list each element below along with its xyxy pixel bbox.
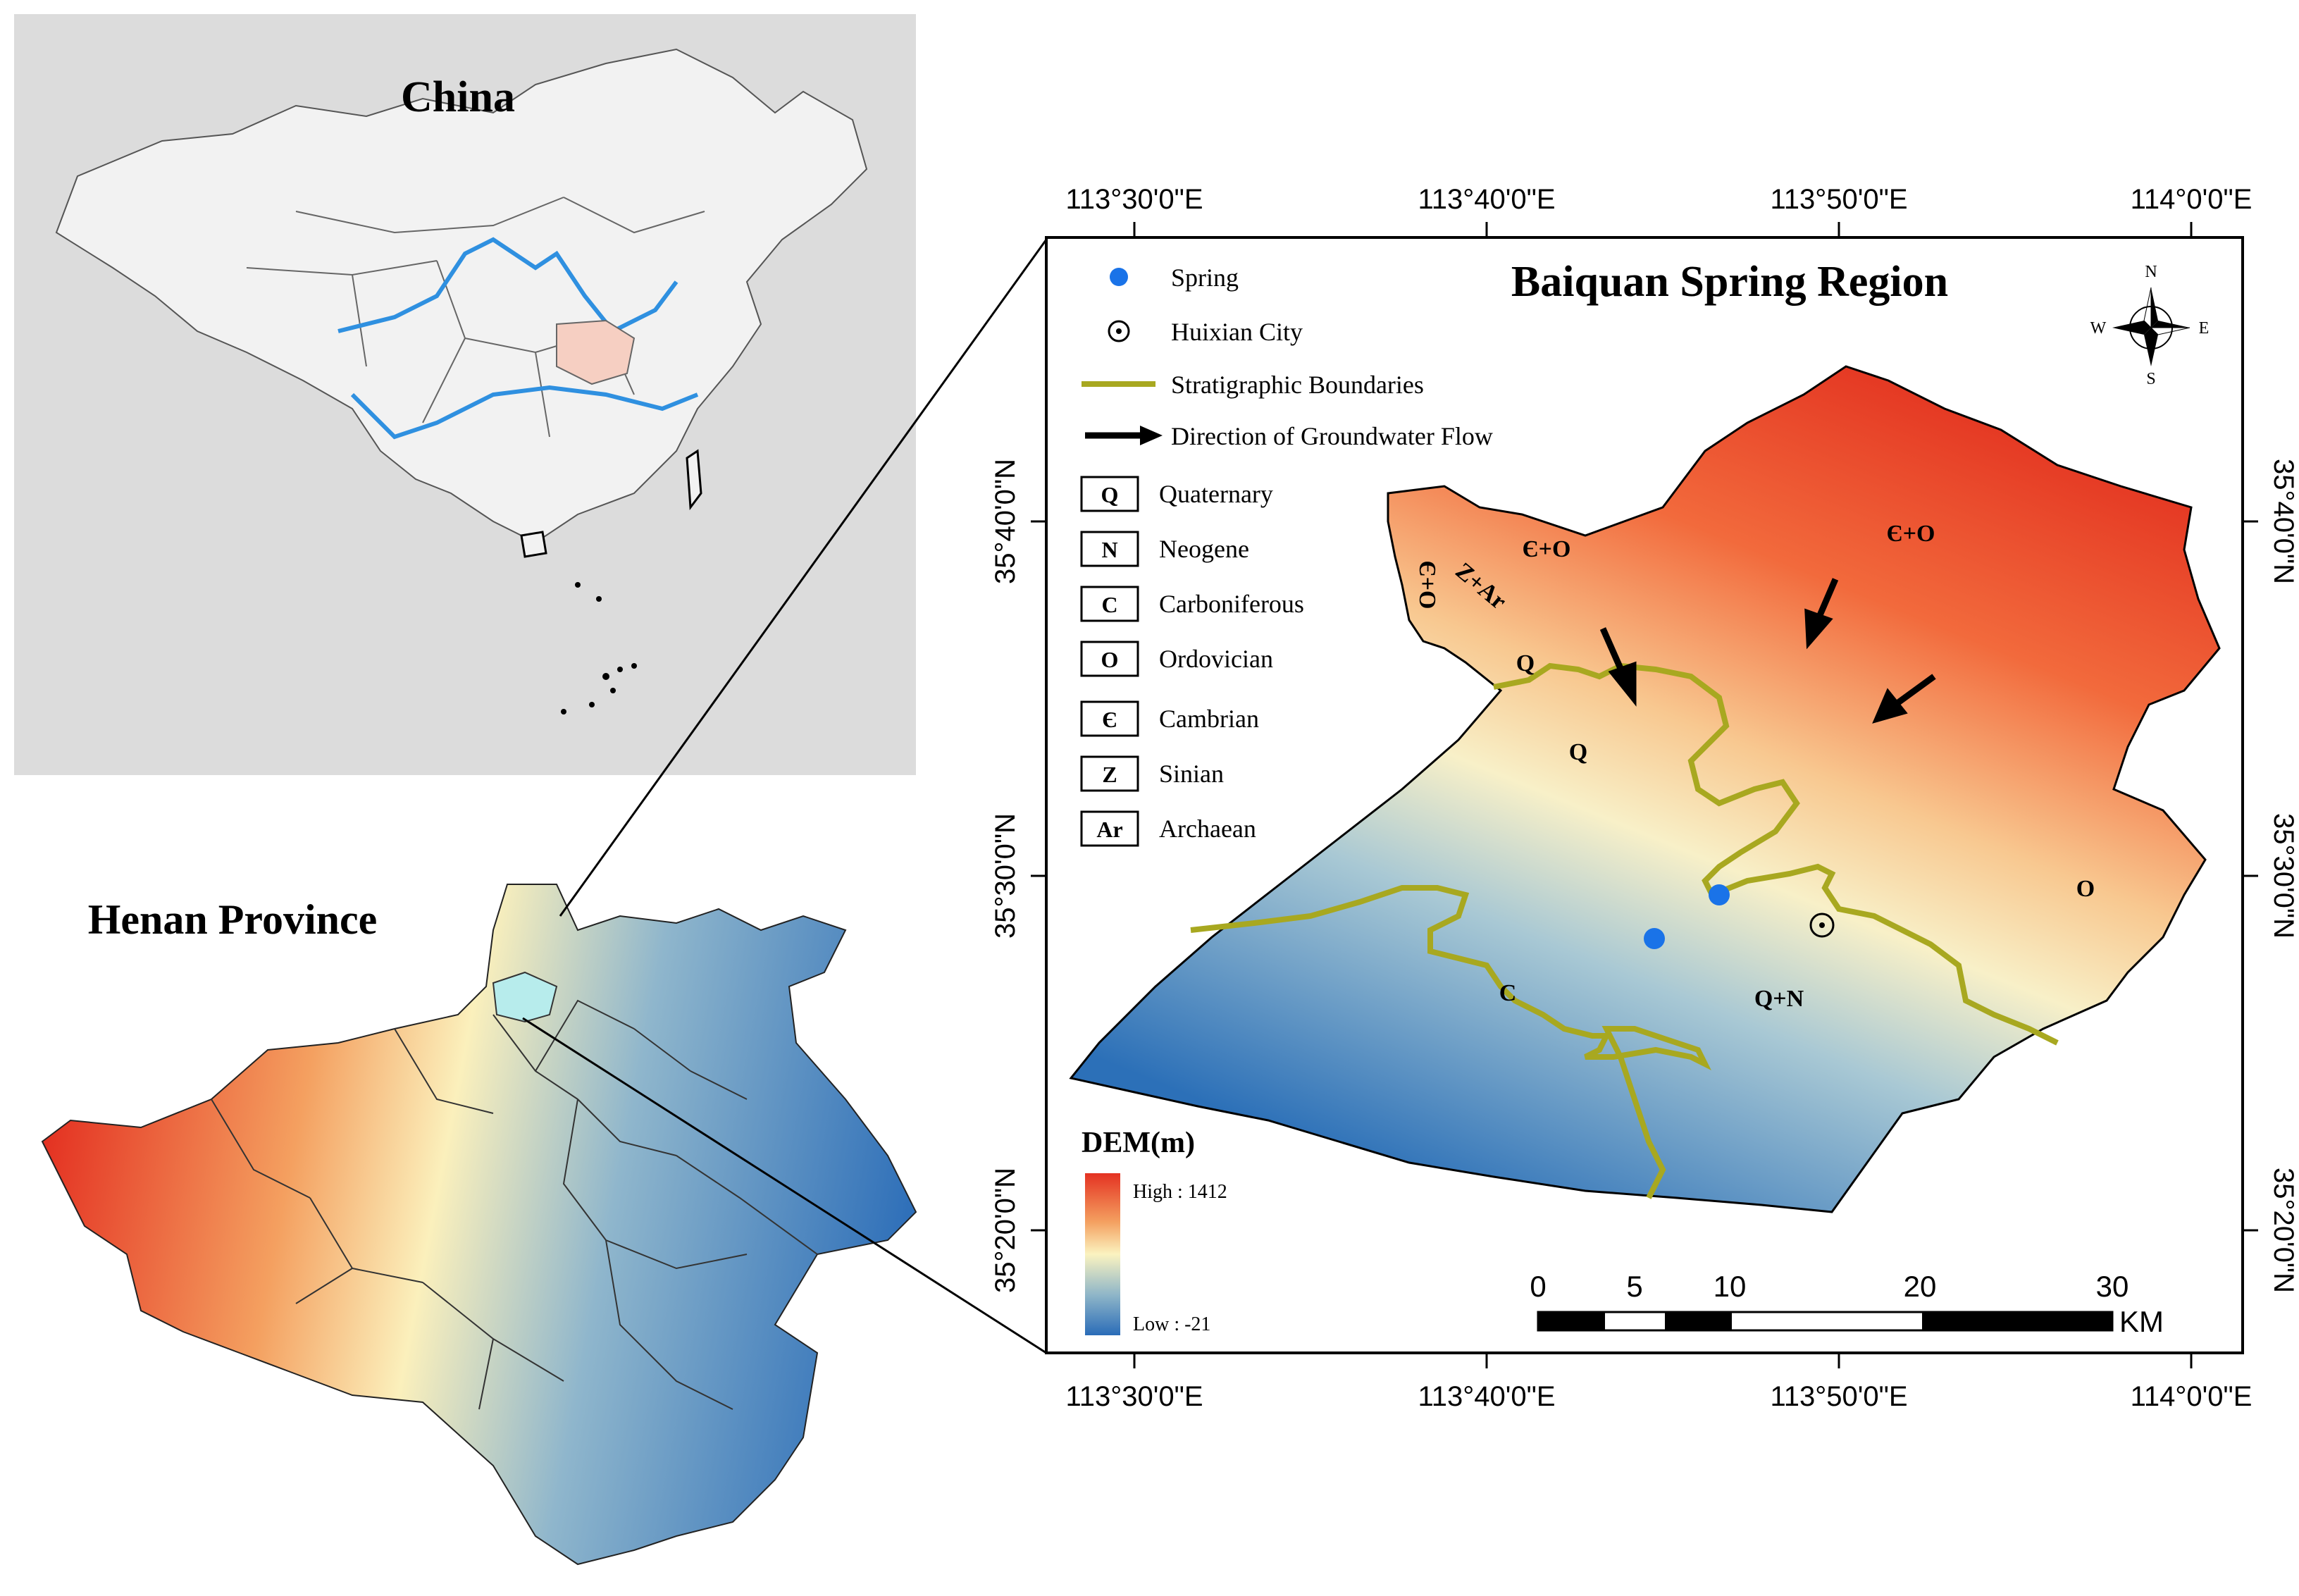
flow-arrow-head	[1608, 661, 1637, 707]
legend-spring-label: Spring	[1171, 264, 1239, 292]
flow-arrow	[1893, 674, 1936, 707]
top-tick-label: 113°50'0"E	[1770, 184, 1907, 215]
region-label-q-mid: Q	[1569, 739, 1587, 765]
henan-prefecture-lines	[211, 999, 818, 1410]
right-tick-label: 35°40'0"N	[2268, 459, 2299, 584]
compass-south: S	[2146, 370, 2155, 388]
dem-color-ramp	[1085, 1173, 1120, 1335]
compass-east: E	[2199, 319, 2210, 338]
flow-arrow-head	[1804, 608, 1833, 650]
hainan-island	[520, 531, 547, 558]
scale-label: 5	[1626, 1270, 1642, 1303]
study-area-highlight	[492, 971, 558, 1023]
groundwater-flow-arrows	[1599, 578, 1936, 724]
compass-north: N	[2145, 263, 2157, 281]
top-coordinate-ticks: 113°30'0"E 113°40'0"E 113°50'0"E 114°0'0…	[1065, 184, 2252, 237]
top-tick-label: 113°30'0"E	[1065, 184, 1203, 215]
right-tick-label: 35°20'0"N	[2268, 1168, 2299, 1293]
legend-stratum-code: Ar	[1096, 817, 1122, 842]
bottom-tick-label: 114°0'0"E	[2131, 1381, 2252, 1412]
legend-stratum-code: Z	[1102, 762, 1117, 787]
legend-stratum-name: Sinian	[1159, 760, 1224, 788]
spring-marker	[1709, 884, 1730, 905]
legend-stratum-code: Є	[1102, 707, 1117, 732]
china-land	[55, 48, 868, 544]
legend-flow-label: Direction of Groundwater Flow	[1171, 422, 1493, 450]
top-tick-label: 114°0'0"E	[2131, 184, 2252, 215]
china-map: China	[14, 14, 916, 775]
region-label-o: O	[2076, 876, 2095, 902]
legend-stratum-code: N	[1101, 537, 1117, 562]
region-label-co-side: Є+O	[1414, 561, 1440, 610]
legend-city-label: Huixian City	[1171, 318, 1303, 346]
south-china-sea-islands	[561, 582, 637, 715]
dem-legend-title: DEM(m)	[1082, 1127, 1195, 1159]
legend-stratum-name: Quaternary	[1159, 480, 1273, 508]
compass-west: W	[2090, 319, 2107, 338]
flow-arrow-head	[1872, 688, 1908, 724]
region-label-q-top: Q	[1516, 650, 1535, 676]
region-label-co-ne: Є+O	[1887, 521, 1935, 547]
bottom-tick-label: 113°50'0"E	[1770, 1381, 1907, 1412]
henan-title: Henan Province	[88, 896, 378, 943]
scale-label: 0	[1530, 1270, 1546, 1303]
henan-land	[41, 884, 917, 1566]
legend-stratum-code: Q	[1101, 482, 1119, 507]
legend-stratum-name: Ordovician	[1159, 645, 1273, 673]
scale-bar: 0 5 10 20 30 KM	[1530, 1270, 2164, 1338]
china-title: China	[401, 73, 515, 121]
legend-stratum-name: Cambrian	[1159, 705, 1259, 733]
main-map-title: Baiquan Spring Region	[1511, 258, 1948, 306]
study-region-dem	[1069, 365, 2221, 1213]
henan-highlight	[556, 319, 636, 385]
legend-stratum-code: C	[1101, 592, 1117, 617]
main-map: Є+O Є+O Z+Ar Є+O Q Q C Q+N O Baiquan Spr…	[990, 184, 2299, 1412]
map-legend: Spring Huixian City Stratigraphic Bounda…	[1080, 264, 1493, 847]
stratigraphic-boundaries	[1190, 662, 2059, 1199]
right-coordinate-ticks: 35°40'0"N 35°30'0"N 35°20'0"N	[2243, 459, 2299, 1293]
region-label-c: C	[1499, 980, 1517, 1006]
region-label-co-nw: Є+O	[1523, 536, 1571, 562]
left-tick-label: 35°20'0"N	[990, 1168, 1021, 1293]
scale-label: 20	[1904, 1270, 1937, 1303]
yellow-river	[337, 237, 678, 334]
dem-low-label: Low : -21	[1133, 1313, 1210, 1335]
bottom-coordinate-ticks: 113°30'0"E 113°40'0"E 113°50'0"E 114°0'0…	[1065, 1353, 2252, 1412]
inset-connector-lines	[522, 239, 1048, 1354]
yangtze-river	[350, 385, 699, 440]
scale-label: 30	[2096, 1270, 2129, 1303]
bottom-tick-label: 113°30'0"E	[1065, 1381, 1203, 1412]
compass-rose: N S E W	[2090, 263, 2210, 388]
right-tick-label: 35°30'0"N	[2268, 813, 2299, 939]
dem-high-label: High : 1412	[1133, 1181, 1227, 1203]
legend-stratum-name: Archaean	[1159, 815, 1256, 843]
legend-spring-icon	[1110, 268, 1128, 286]
legend-strata: Q Quaternary N Neogene C Carboniferous O…	[1080, 476, 1304, 847]
top-tick-label: 113°40'0"E	[1418, 184, 1555, 215]
region-label-qn: Q+N	[1754, 986, 1804, 1012]
flow-arrow	[1814, 578, 1839, 621]
huixian-city-marker	[1809, 913, 1835, 938]
legend-stratum-name: Carboniferous	[1159, 590, 1304, 618]
dem-legend: DEM(m) High : 1412 Low : -21	[1082, 1127, 1227, 1335]
scale-label: 10	[1714, 1270, 1747, 1303]
left-coordinate-ticks: 35°40'0"N 35°30'0"N 35°20'0"N	[990, 459, 1046, 1293]
legend-boundary-label: Stratigraphic Boundaries	[1171, 371, 1424, 399]
scale-unit: KM	[2119, 1305, 2164, 1338]
left-tick-label: 35°40'0"N	[990, 459, 1021, 584]
legend-stratum-name: Neogene	[1159, 535, 1249, 563]
legend-city-icon	[1108, 320, 1130, 342]
spring-marker	[1644, 928, 1665, 949]
left-tick-label: 35°30'0"N	[990, 813, 1021, 939]
bottom-tick-label: 113°40'0"E	[1418, 1381, 1555, 1412]
taiwan-island	[686, 449, 702, 511]
henan-map: Henan Province	[41, 884, 917, 1566]
legend-stratum-code: O	[1101, 647, 1119, 672]
huixian-city-marker-dot	[1819, 922, 1825, 928]
